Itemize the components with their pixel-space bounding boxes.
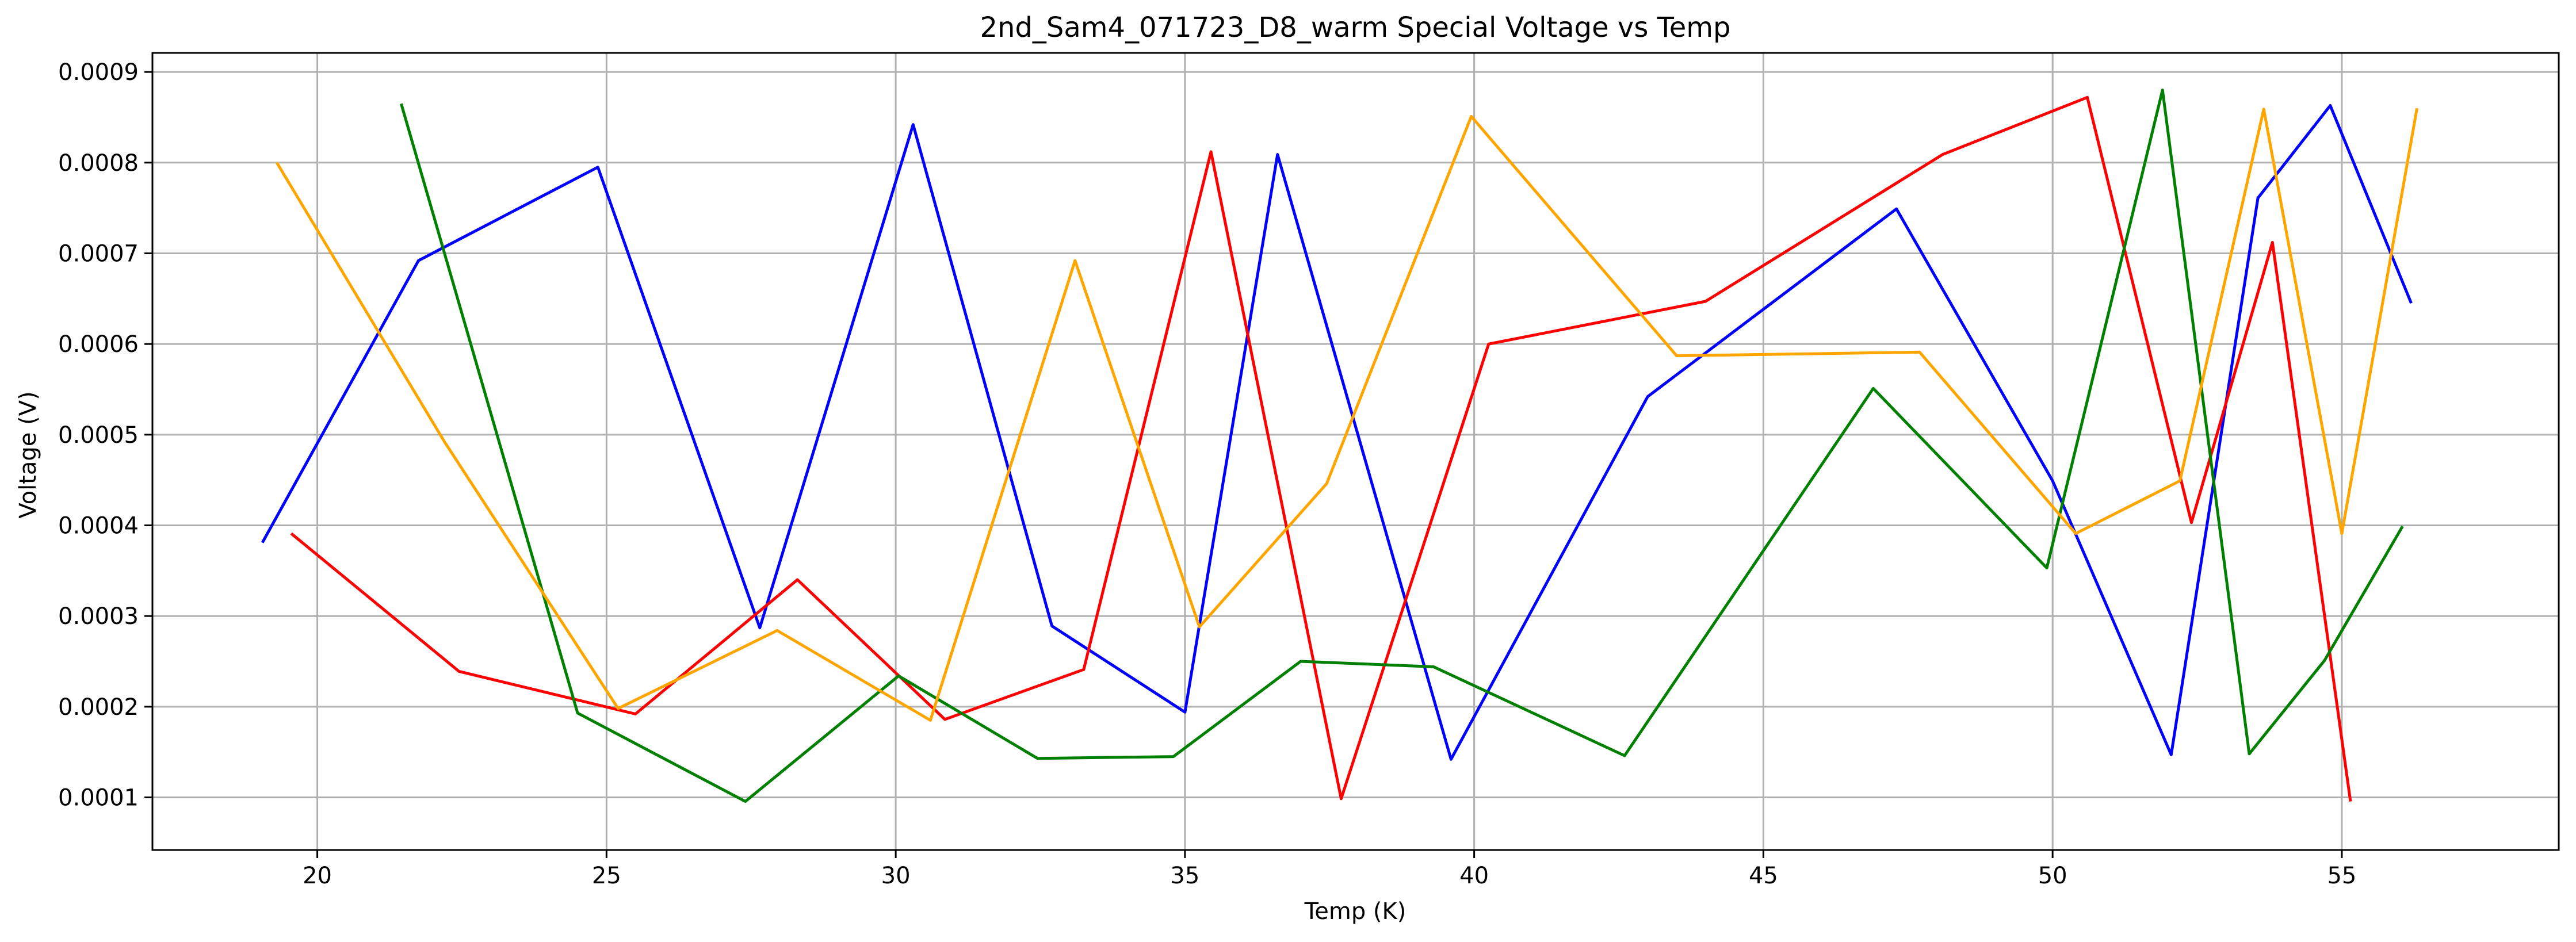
y-tick-label: 0.0006 [58, 331, 139, 358]
y-tick-label: 0.0007 [58, 240, 139, 267]
series-line-4 [276, 108, 2419, 722]
x-tick-label: 50 [2038, 863, 2067, 889]
x-tick-label: 40 [1459, 863, 1489, 889]
y-tick-label: 0.0004 [58, 513, 139, 539]
y-axis-ticks: 0.0001 0.0002 0.0003 0.0004 0.0005 0.0006 0.00… [58, 59, 152, 811]
series-lines [261, 89, 2419, 803]
series-line-2 [290, 95, 2352, 802]
x-axis-ticks: 20 25 30 35 40 45 50 55 [303, 850, 2356, 889]
x-tick-label: 20 [303, 863, 332, 889]
plot-area-frame [151, 52, 2560, 851]
y-tick-label: 0.0009 [58, 59, 139, 86]
x-tick-label: 55 [2327, 863, 2356, 889]
x-tick-label: 30 [881, 863, 911, 889]
series-line-1 [261, 104, 2413, 761]
x-tick-label: 25 [592, 863, 621, 889]
y-tick-label: 0.0008 [58, 150, 139, 177]
y-tick-label: 0.0002 [58, 694, 139, 721]
y-tick-label: 0.0003 [58, 603, 139, 630]
x-axis-label: Temp (K) [1304, 898, 1407, 925]
y-tick-label: 0.0005 [58, 422, 139, 449]
grid-lines [152, 53, 2559, 850]
chart-title: 2nd_Sam4_071723_D8_warm Special Voltage … [980, 12, 1730, 44]
y-tick-label: 0.0001 [58, 785, 139, 811]
y-axis-label: Voltage (V) [15, 391, 41, 518]
x-tick-label: 45 [1749, 863, 1778, 889]
series-line-3 [399, 89, 2404, 803]
x-tick-label: 35 [1170, 863, 1199, 889]
